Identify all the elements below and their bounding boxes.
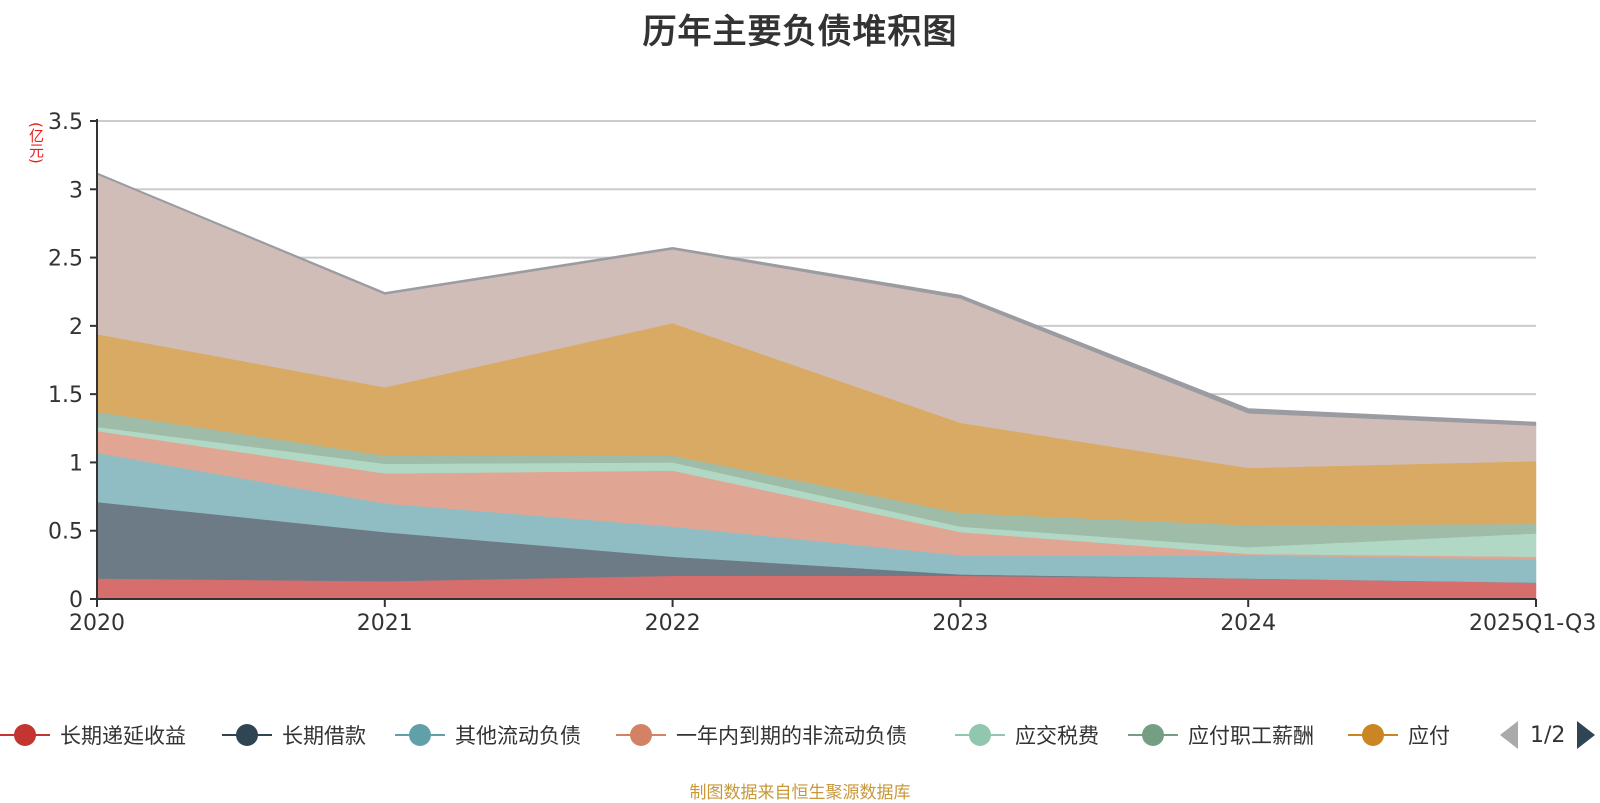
legend-label: 长期借款: [282, 724, 366, 748]
legend-marker-icon: [0, 718, 50, 752]
legend-marker-icon: [1348, 718, 1398, 752]
triangle-right-icon[interactable]: [1577, 721, 1596, 749]
area-series: [96, 172, 1537, 600]
y-tick-label: 1.5: [48, 383, 83, 408]
x-tick-label: 2024: [1220, 611, 1276, 636]
y-tick-label: 0.5: [48, 520, 83, 545]
legend-item[interactable]: 应交税费: [955, 718, 1099, 752]
y-axis-unit-label: (亿元): [27, 122, 45, 164]
area-series-line-8: [96, 172, 1537, 424]
legend-marker-icon: [955, 718, 1005, 752]
legend-label: 应交税费: [1015, 724, 1099, 748]
source-note: 制图数据来自恒生聚源数据库: [689, 783, 911, 803]
triangle-left-icon[interactable]: [1500, 721, 1518, 749]
legend: 长期递延收益 长期借款 其他流动负债 一年内到期的非流动负债 应交税费 应付职工薪酬 应付: [0, 718, 1600, 752]
x-tick-label: 2025Q1-Q3: [1469, 611, 1596, 636]
x-tick-label: 2023: [932, 611, 988, 636]
stacked-area-chart: 00.511.522.533.5 2020 2021 2022 2023 2024 202…: [48, 110, 1596, 636]
chart-title: 历年主要负债堆积图: [642, 12, 958, 52]
legend-marker-icon: [1128, 718, 1178, 752]
x-tick-label: 2021: [357, 611, 413, 636]
legend-pager: 1/2: [1500, 718, 1596, 752]
x-axis-ticks: 2020 2021 2022 2023 2024 2025Q1-Q3: [69, 599, 1596, 636]
legend-label: 应付: [1408, 724, 1450, 748]
legend-label: 长期递延收益: [60, 724, 186, 748]
y-tick-label: 3: [69, 178, 83, 203]
legend-item[interactable]: 长期借款: [222, 718, 366, 752]
y-tick-label: 2: [69, 315, 83, 340]
legend-item[interactable]: 其他流动负债: [395, 718, 581, 752]
legend-item[interactable]: 应付: [1348, 718, 1450, 752]
y-tick-label: 3.5: [48, 110, 83, 135]
legend-label: 其他流动负债: [455, 724, 581, 748]
legend-label: 应付职工薪酬: [1188, 724, 1314, 748]
legend-page-indicator: 1/2: [1530, 722, 1566, 748]
legend-item[interactable]: 应付职工薪酬: [1128, 718, 1314, 752]
axes: [96, 119, 1536, 600]
x-tick-label: 2022: [645, 611, 701, 636]
legend-item[interactable]: 长期递延收益: [0, 718, 186, 752]
y-tick-label: 0: [69, 588, 83, 613]
legend-item[interactable]: 一年内到期的非流动负债: [616, 718, 907, 752]
legend-marker-icon: [395, 718, 445, 752]
x-tick-label: 2020: [69, 611, 125, 636]
legend-marker-icon: [616, 718, 666, 752]
y-axis-ticks: 0 0.5 1 1.5 2 2.5 3 3.5: [48, 110, 97, 613]
legend-label: 一年内到期的非流动负债: [676, 724, 907, 748]
legend-marker-icon: [222, 718, 272, 752]
y-tick-label: 1: [69, 451, 83, 476]
y-tick-label: 2.5: [48, 247, 83, 272]
